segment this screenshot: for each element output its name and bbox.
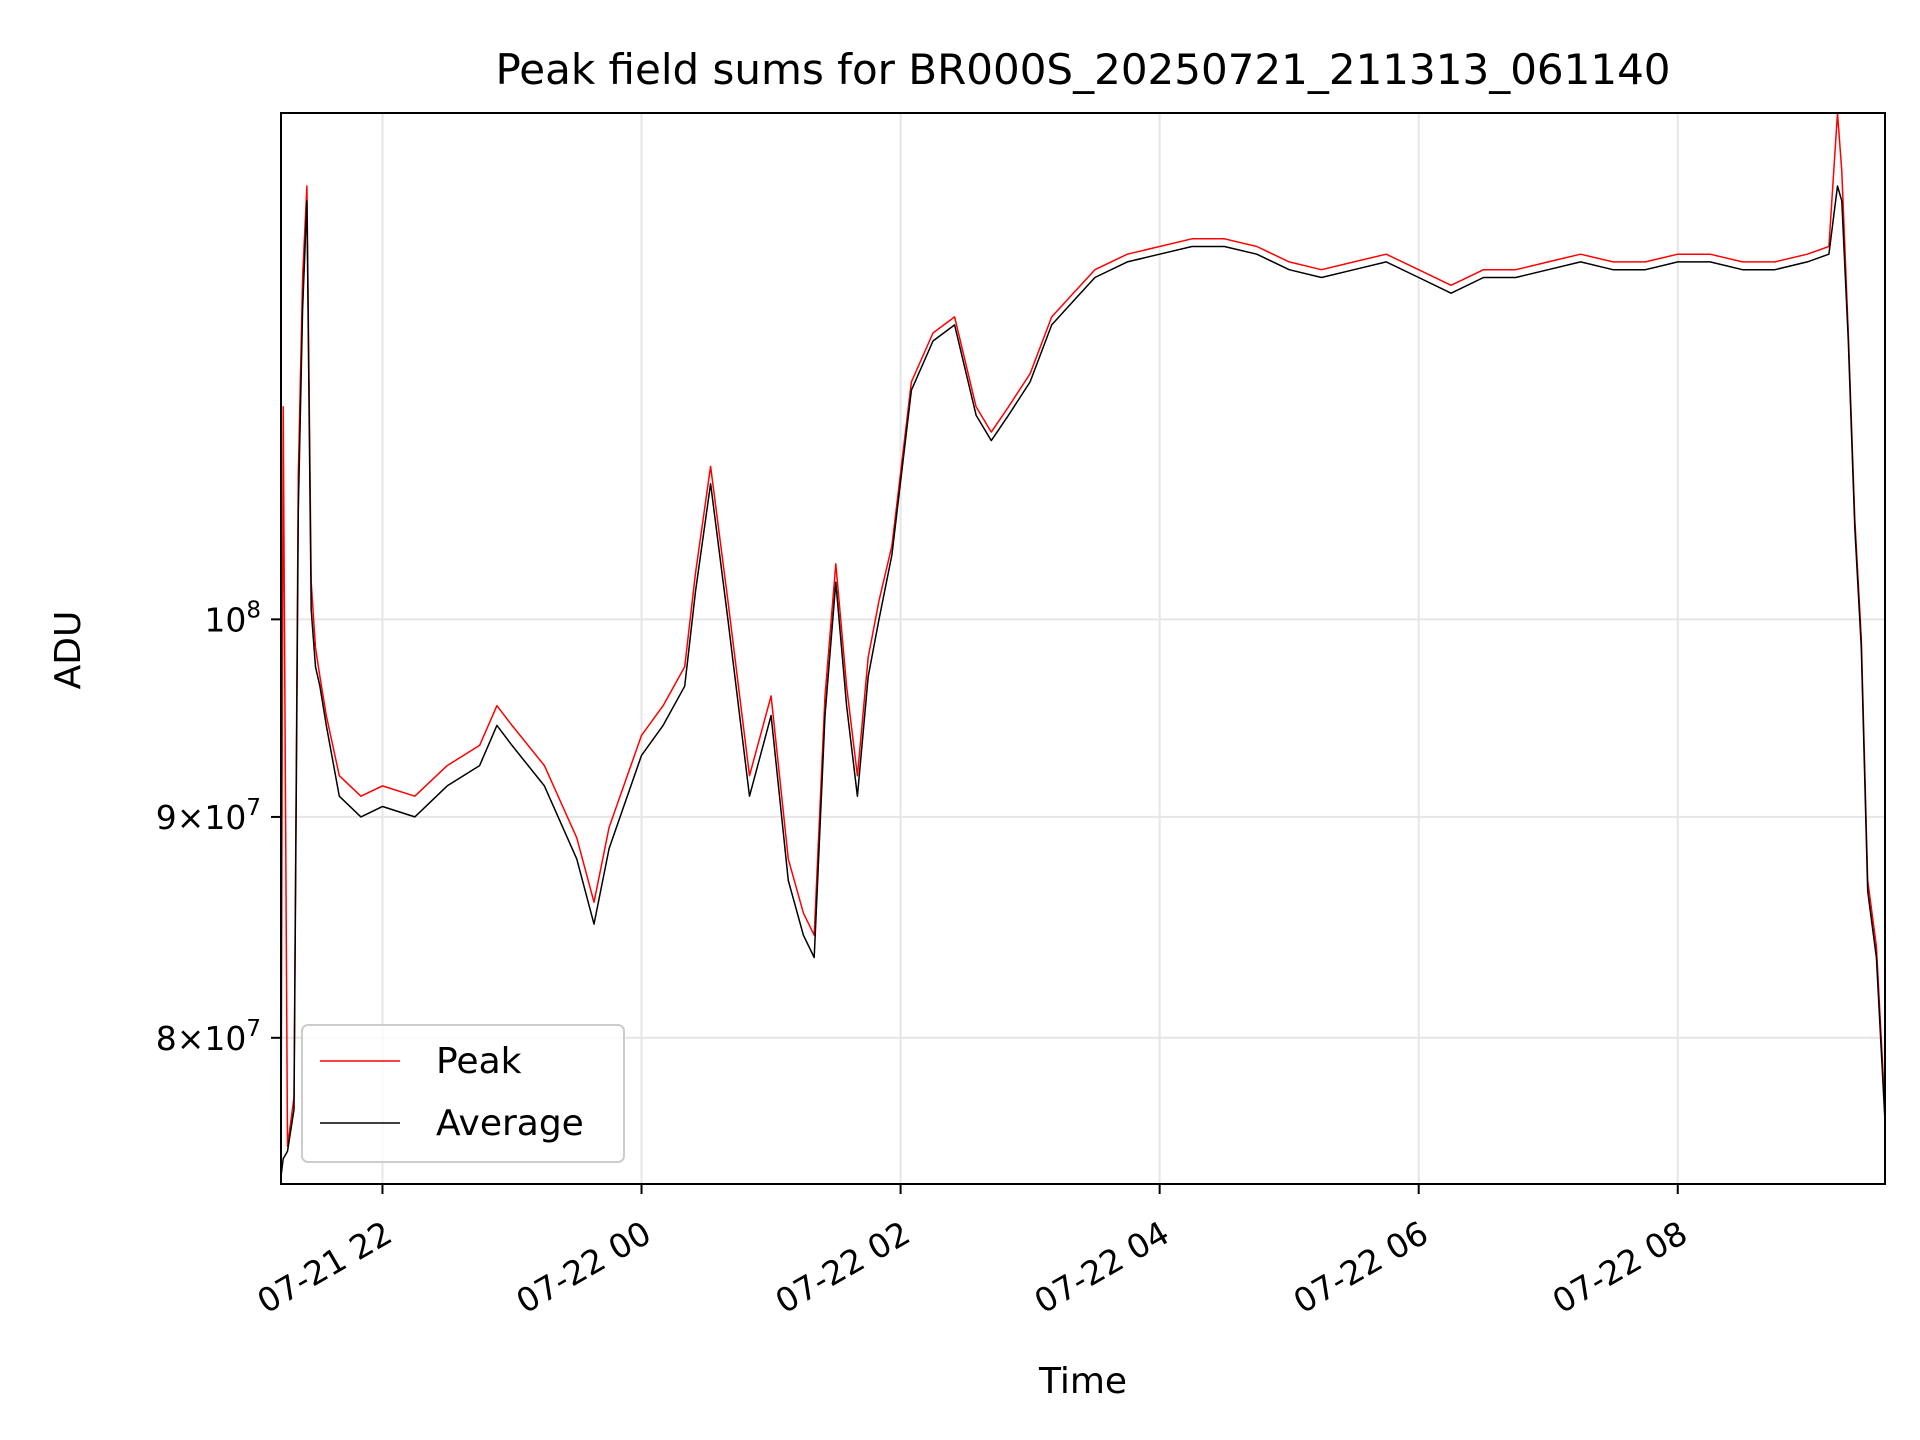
series-line-average <box>281 185 1885 1177</box>
legend-label-peak: Peak <box>436 1041 522 1082</box>
data-lines <box>281 113 1885 1177</box>
x-axis-label: Time <box>1038 1361 1127 1402</box>
y-axis-label: ADU <box>48 611 89 690</box>
legend: Peak Average <box>301 1024 625 1163</box>
series-line-peak <box>281 113 1885 1172</box>
plot-frame <box>280 112 1886 1185</box>
y-tick-label: 9×107 <box>156 795 261 837</box>
y-tick-label: 8×107 <box>156 1016 261 1058</box>
legend-label-average: Average <box>436 1103 584 1144</box>
chart-title: Peak field sums for BR000S_20250721_2113… <box>495 45 1670 94</box>
legend-box <box>301 1024 625 1163</box>
